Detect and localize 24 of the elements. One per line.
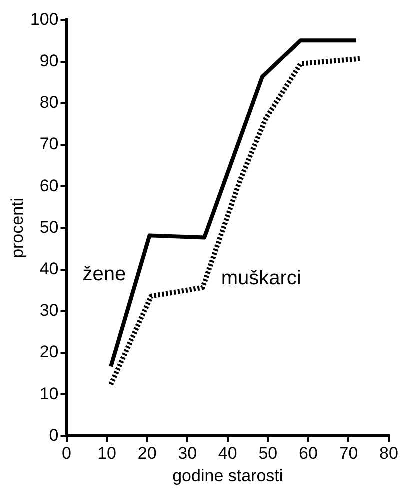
x-tick-label: 10 xyxy=(98,444,117,464)
y-tick-label: 60 xyxy=(40,176,59,196)
x-tick-label: 80 xyxy=(380,444,398,464)
series-label: muškarci xyxy=(221,268,302,290)
y-tick-label: 80 xyxy=(40,93,59,112)
y-tick-label: 10 xyxy=(40,384,59,404)
y-tick-label: 100 xyxy=(30,10,59,29)
x-tick-label: 0 xyxy=(62,444,72,464)
y-tick-label: 30 xyxy=(40,301,59,320)
y-tick-label: 50 xyxy=(40,218,59,237)
series-label: žene xyxy=(82,264,126,286)
y-tick-label: 0 xyxy=(49,426,59,445)
x-tick-label: 50 xyxy=(258,444,278,464)
x-tick-label: 20 xyxy=(138,444,157,464)
x-axis-title: godine starosti xyxy=(172,466,284,486)
x-tick-label: 70 xyxy=(339,444,358,464)
y-tick-label: 20 xyxy=(40,342,59,362)
x-tick-label: 60 xyxy=(298,444,318,464)
x-tick-label: 40 xyxy=(218,444,238,464)
y-tick-label: 40 xyxy=(40,259,59,278)
y-axis-title: procenti xyxy=(8,198,27,258)
x-tick-label: 30 xyxy=(178,444,198,464)
y-tick-label: 90 xyxy=(40,51,59,70)
y-tick-label: 70 xyxy=(40,134,59,154)
